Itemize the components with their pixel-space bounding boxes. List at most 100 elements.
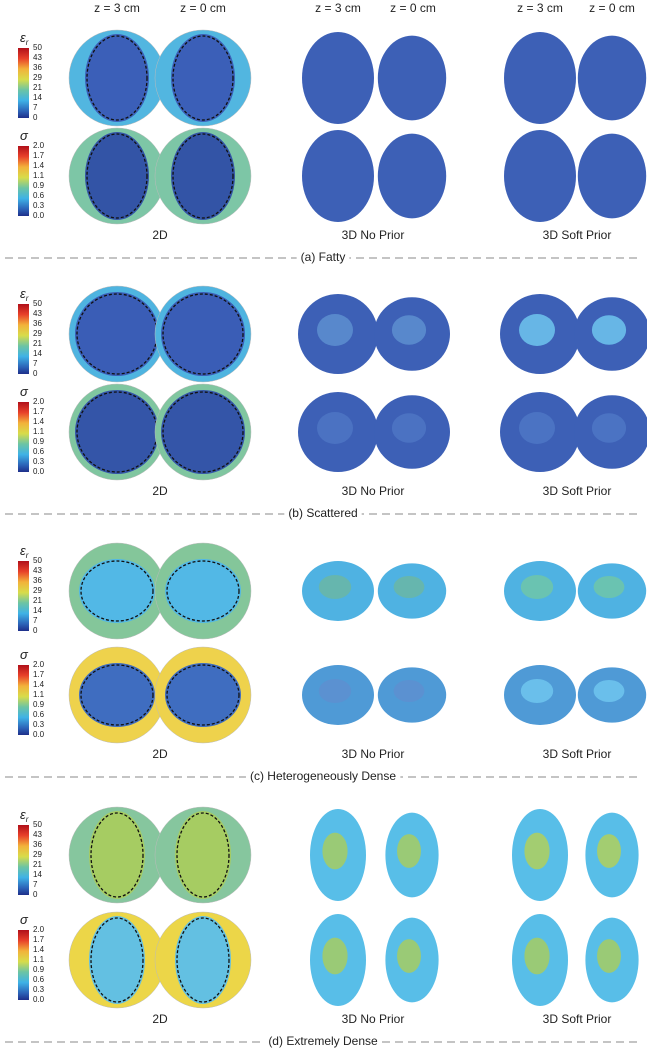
boundary (86, 35, 148, 121)
inclusion (391, 315, 427, 345)
colorbar (18, 825, 29, 895)
method-label: 3D No Prior (342, 484, 405, 498)
image-2d-inner (89, 916, 145, 1004)
image-3d (377, 35, 447, 121)
colorbar-tick-label: 0 (33, 626, 38, 635)
colorbar-tick-label: 50 (33, 43, 42, 52)
colorbar (18, 665, 29, 735)
image-2d-inner (75, 390, 159, 474)
colorbar-tick-label: 0.6 (33, 447, 45, 456)
colorbar-tick-label: 1.1 (33, 690, 45, 699)
colorbar-symbol: εr (20, 807, 29, 824)
caption-bg (284, 506, 362, 521)
panel: εr50433629211470σ2.01.71.41.10.90.60.30.… (5, 542, 647, 784)
panel: εr50433629211470σ2.01.71.41.10.90.60.30.… (5, 29, 647, 265)
colorbar (18, 402, 29, 472)
colorbar-tick-label: 0.9 (33, 965, 45, 974)
panel: εr50433629211470σ2.01.71.41.10.90.60.30.… (5, 285, 647, 521)
method-label: 3D Soft Prior (543, 1012, 612, 1026)
method-label: 3D No Prior (342, 1012, 405, 1026)
colorbar-tick-label: 7 (33, 616, 38, 625)
caption-bg (264, 1034, 383, 1049)
colorbar-tick-label: 7 (33, 103, 38, 112)
panel: εr50433629211470σ2.01.71.41.10.90.60.30.… (5, 806, 642, 1049)
image-3d (377, 133, 447, 219)
colorbar-tick-label: 2.0 (33, 660, 45, 669)
image-2d-inner (175, 916, 231, 1004)
colorbar-tick-label: 29 (33, 850, 42, 859)
column-headers: z = 3 cm z = 0 cm z = 3 cm z = 0 cm z = … (94, 1, 635, 15)
colorbar-tick-label: 0.0 (33, 467, 45, 476)
boundary (90, 917, 144, 1003)
symbol: σ (20, 647, 29, 662)
colorbar-tick-label: 50 (33, 820, 42, 829)
inclusion (317, 412, 353, 444)
inclusion (318, 575, 352, 599)
boundary (90, 812, 144, 898)
colorbar-tick-label: 43 (33, 830, 42, 839)
colorbar-tick-label: 21 (33, 860, 42, 869)
inclusion (391, 413, 427, 443)
symbol: ε (20, 286, 26, 301)
colorbar-tick-label: 2.0 (33, 141, 45, 150)
colorbar-tick-label: 0.9 (33, 181, 45, 190)
colorbar-tick-label: 1.7 (33, 935, 45, 944)
method-label: 3D Soft Prior (543, 484, 612, 498)
colorbar-tick-label: 1.7 (33, 670, 45, 679)
panel-caption: (a) Fatty (301, 250, 346, 264)
inclusion (397, 939, 421, 973)
inclusion (393, 575, 425, 599)
caption-bg (245, 769, 401, 784)
colorbar-tick-label: 0.0 (33, 730, 45, 739)
method-label: 2D (152, 484, 168, 498)
colorbar-tick-label: 0.3 (33, 201, 45, 210)
boundary (166, 664, 240, 726)
image-3d (504, 130, 576, 222)
colorbar-tick-label: 1.4 (33, 417, 45, 426)
method-label: 2D (152, 228, 168, 242)
colorbar-tick-label: 1.7 (33, 151, 45, 160)
image-2d-inner (85, 132, 149, 220)
colorbar-tick-label: 36 (33, 576, 42, 585)
symbol: σ (20, 912, 29, 927)
column-header: z = 0 cm (589, 1, 635, 15)
colorbar-tick-label: 21 (33, 596, 42, 605)
image-2d-inner (161, 390, 245, 474)
colorbar-tick-label: 36 (33, 63, 42, 72)
image-2d-inner (161, 292, 245, 376)
image-2d-inner (79, 663, 155, 727)
inclusion (393, 679, 425, 703)
method-label: 3D No Prior (342, 228, 405, 242)
boundary (176, 917, 230, 1003)
image-3d (302, 130, 374, 222)
boundary (162, 293, 244, 375)
inclusion (591, 413, 627, 443)
panel-caption: (d) Extremely Dense (268, 1034, 378, 1048)
colorbar-tick-label: 0.6 (33, 975, 45, 984)
inclusion (593, 679, 625, 703)
colorbar-tick-label: 1.4 (33, 945, 45, 954)
inclusion (520, 679, 554, 703)
column-header: z = 0 cm (180, 1, 226, 15)
colorbar-tick-label: 21 (33, 339, 42, 348)
colorbar-symbol: εr (20, 286, 29, 303)
colorbar-tick-label: 1.4 (33, 680, 45, 689)
image-3d (577, 133, 647, 219)
inclusion (597, 939, 621, 973)
colorbar-tick-label: 43 (33, 53, 42, 62)
colorbar-tick-label: 14 (33, 606, 42, 615)
boundary (80, 664, 154, 726)
colorbar-tick-label: 0.9 (33, 700, 45, 709)
boundary (80, 560, 154, 622)
inclusion (322, 832, 348, 870)
inclusion (318, 679, 352, 703)
method-label: 3D Soft Prior (543, 228, 612, 242)
colorbar-tick-label: 7 (33, 880, 38, 889)
colorbar-tick-label: 7 (33, 359, 38, 368)
colorbar-symbol: σ (20, 647, 29, 662)
colorbar-tick-label: 0 (33, 369, 38, 378)
colorbar (18, 304, 29, 374)
colorbar-tick-label: 2.0 (33, 925, 45, 934)
colorbar-tick-label: 1.4 (33, 161, 45, 170)
